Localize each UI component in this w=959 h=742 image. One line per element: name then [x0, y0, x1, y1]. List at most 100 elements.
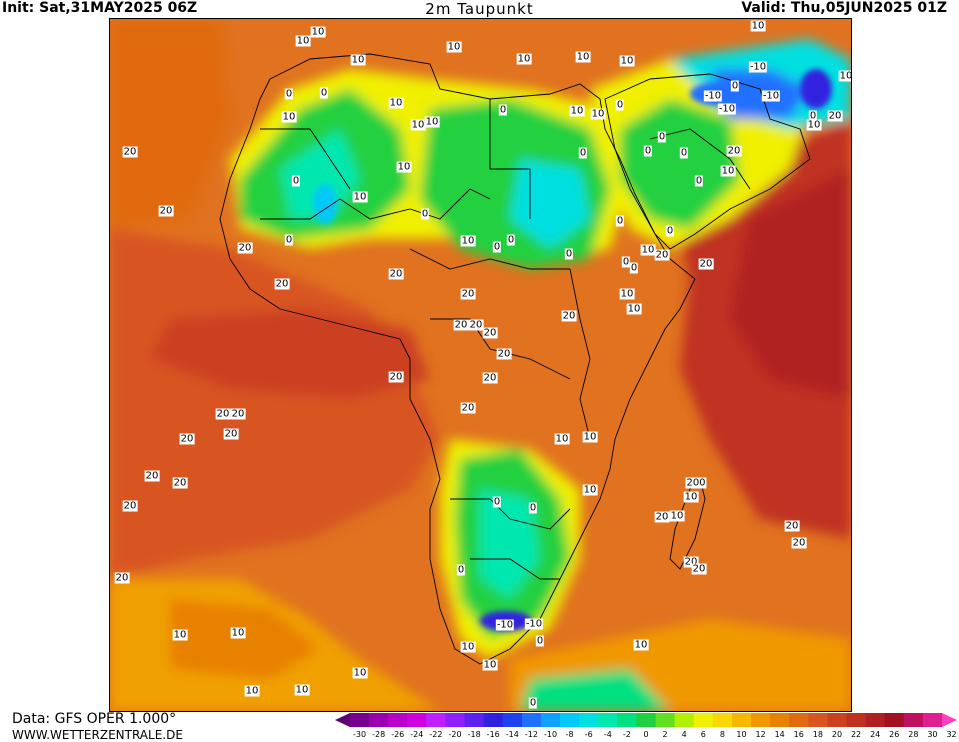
contour-label: 20: [179, 433, 195, 445]
border-east-africa: [569, 268, 591, 440]
colorbar-swatch: [579, 713, 599, 727]
contour-label: 10: [750, 20, 766, 32]
field-iran-min: [800, 69, 832, 109]
colorbar-swatch: [731, 713, 752, 727]
contour-label: 20: [561, 310, 577, 322]
contour-label: -10: [703, 90, 723, 102]
contour-label: 10: [352, 191, 368, 203]
website-link[interactable]: WWW.WETTERZENTRALE.DE: [12, 728, 183, 742]
contour-label: 0: [679, 147, 689, 159]
colorbar-tick-label: -14: [505, 730, 519, 739]
contour-label: 10: [640, 244, 656, 256]
contour-label: 10: [619, 55, 635, 67]
colorbar-swatch: [770, 713, 790, 727]
contour-label: 10: [569, 105, 585, 117]
colorbar: -30 -28 -26 -24 -22 -20 -18 -16 -14 -12 -10 -8 -6 -4-…: [335, 712, 957, 742]
colorbar-swatch: [636, 713, 657, 727]
contour-label: 20: [654, 511, 670, 523]
colorbar-swatch: [846, 713, 867, 727]
colorbar-swatch: [655, 713, 676, 727]
contour-label: 0: [657, 131, 667, 143]
border-south-africa: [470, 558, 560, 580]
contour-label: 0: [284, 234, 294, 246]
colorbar-tick-label: -6: [584, 730, 593, 739]
colorbar-tick-label: -22: [429, 730, 443, 739]
colorbar-tick-label: 30: [927, 730, 938, 739]
colorbar-swatch: [369, 713, 389, 727]
contour-label: 10: [281, 111, 297, 123]
coastline-africa: [219, 53, 696, 665]
contour-label: 10: [446, 41, 462, 53]
dewpoint-map[interactable]: 10 10 10 10 10 10 10 -10 0 -10 -10 -10 10 10 0 0 10 0 10 10…: [109, 18, 852, 712]
dewpoint-minima: [313, 69, 832, 631]
colorbar-tick-label: -12: [524, 730, 538, 739]
contour-label: 10: [669, 510, 685, 522]
contour-label: -10: [524, 618, 544, 630]
contour-label: 10: [230, 627, 246, 639]
border-algeria-mali: [260, 128, 351, 190]
colorbar-swatch: [674, 713, 695, 727]
colorbar-tick-label: 18: [812, 730, 823, 739]
contour-label: 0: [291, 175, 301, 187]
field-sahara-west-min: [313, 184, 337, 224]
contour-label: -10: [748, 61, 768, 73]
contour-label: 20: [388, 268, 404, 280]
contour-label: 10: [720, 165, 736, 177]
colorbar-arrow-right: [942, 713, 957, 727]
colorbar-swatch: [426, 713, 446, 727]
contour-label: 0: [808, 110, 818, 122]
contour-label: 0: [284, 88, 294, 100]
contour-label: 20: [158, 205, 174, 217]
contour-label: 10: [806, 119, 822, 131]
colorbar-swatch: [808, 713, 828, 727]
colorbar-swatch: [789, 713, 809, 727]
colorbar-tick-label: -24: [410, 730, 424, 739]
contour-label: 10: [838, 70, 852, 82]
contour-label: 10: [516, 53, 532, 65]
contour-label: 10: [482, 659, 498, 671]
colorbar-swatch: [445, 713, 466, 727]
contour-label: 0: [506, 234, 516, 246]
contour-label: 10: [244, 685, 260, 697]
contour-label: 10: [352, 667, 368, 679]
contour-label: 20: [726, 145, 742, 157]
colorbar-tick-label: 28: [908, 730, 919, 739]
colorbar-swatch: [502, 713, 523, 727]
contour-label: 20: [144, 470, 160, 482]
colorbar-swatch: [712, 713, 733, 727]
contour-label: 10: [410, 119, 426, 131]
contour-label: 10: [619, 288, 635, 300]
map-title: 2m Taupunkt: [425, 0, 534, 18]
colorbar-swatch: [350, 713, 370, 727]
border-sahel: [260, 188, 491, 220]
contour-label: 0: [730, 80, 740, 92]
dewpoint-field: [110, 19, 851, 711]
contour-label: 0: [643, 145, 653, 157]
colorbar-tick-label: 26: [889, 730, 900, 739]
data-source: Data: GFS OPER 1.000°: [12, 711, 177, 727]
contour-label: 10: [582, 431, 598, 443]
contour-label: 20: [691, 563, 707, 575]
border-chad-sudan: [409, 248, 570, 270]
colorbar-tick-label: 10: [736, 730, 747, 739]
contour-label: 20: [223, 428, 239, 440]
contour-label: 20: [460, 402, 476, 414]
contour-label: 0: [621, 256, 631, 268]
contour-label: 0: [492, 241, 502, 253]
contour-label: -10: [717, 103, 737, 115]
valid-time: Valid: Thu,05JUN2025 01Z: [741, 0, 947, 16]
contour-label: -10: [761, 90, 781, 102]
colorbar-swatch: [407, 713, 427, 727]
colorbar-tick-label: -10: [543, 730, 558, 739]
contour-label: 0: [694, 175, 704, 187]
field-south-dry-band: [520, 669, 670, 711]
colorbar-swatch: [560, 713, 580, 727]
init-time: Init: Sat,31MAY2025 06Z: [2, 0, 198, 16]
contour-label: 10: [172, 629, 188, 641]
colorbar-tick-label: 22: [850, 730, 862, 739]
contour-label: 10: [633, 639, 649, 651]
border-saudi-arabia: [649, 128, 751, 190]
colorbar-tick-label: -26: [391, 730, 405, 739]
coastlines: [219, 53, 811, 665]
colorbar-tick-label: -18: [467, 730, 481, 739]
